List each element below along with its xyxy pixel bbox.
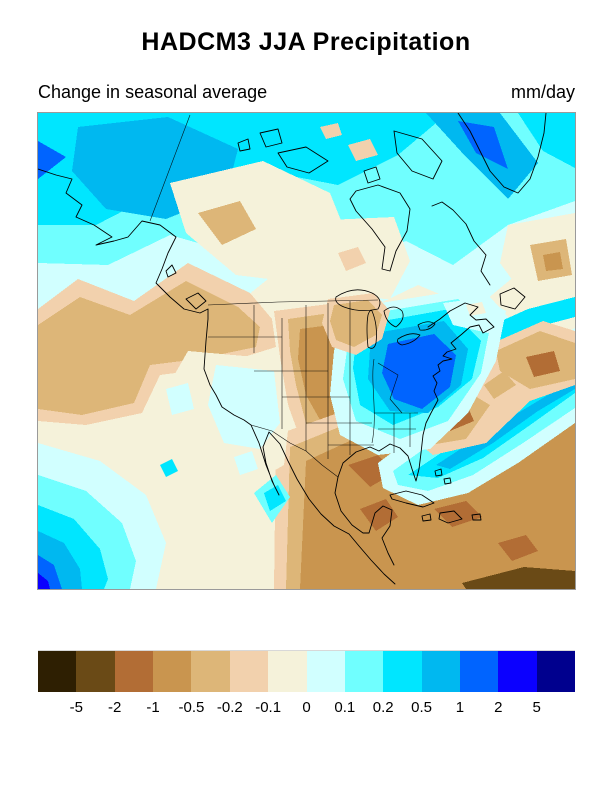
colorbar-cell — [306, 651, 345, 692]
subtitle-row: Change in seasonal average mm/day — [38, 82, 575, 104]
colorbar-ticks: -5 -2 -1 -0.5 -0.2 -0.1 0 0.1 0.2 0.5 1 2 5 — [38, 699, 575, 719]
colorbar-cell — [344, 651, 384, 692]
colorbar-cell — [421, 651, 460, 692]
colorbar-cell — [229, 651, 269, 692]
colorbar-tick-label: -1 — [146, 699, 160, 716]
colorbar-tick-label: 0.5 — [411, 699, 432, 716]
colorbar-cell — [498, 651, 537, 692]
colorbar-tick-label: 0 — [302, 699, 311, 716]
colorbar-tick-label: 0.1 — [334, 699, 356, 716]
great-lakes-layer — [335, 289, 436, 349]
colorbar-tick-label: -0.5 — [178, 699, 205, 716]
colorbar-tick-label: -5 — [69, 699, 84, 716]
colorbar-cell — [536, 651, 576, 692]
colorbar-tick-label: -2 — [108, 699, 122, 716]
colorbar-cell — [268, 651, 307, 692]
figure-title: HADCM3 JJA Precipitation — [141, 28, 471, 56]
units-label: mm/day — [510, 82, 575, 102]
colorbar-tick-label: 5 — [532, 699, 541, 716]
colorbar-cell — [191, 651, 230, 692]
colorbar-tick-label: -0.2 — [216, 699, 243, 716]
colorbar-cell — [114, 651, 154, 692]
colorbar-tick-label: 1 — [455, 699, 465, 716]
colorbar-tick-label: 2 — [494, 699, 503, 716]
colorbar-tick-label: 0.2 — [372, 699, 394, 716]
fill-contours-layer — [38, 113, 575, 589]
borders-layer — [149, 114, 418, 478]
colorbar-cell — [459, 651, 499, 692]
subtitle-left: Change in seasonal average — [38, 82, 268, 102]
colorbar-cell — [153, 651, 192, 692]
coastline-layer — [38, 113, 547, 585]
colorbar-cell — [38, 651, 77, 692]
colorbar-cell — [383, 651, 422, 692]
colorbar-cell — [76, 651, 115, 692]
colorbar — [38, 650, 576, 692]
colorbar-tick-label: -0.1 — [255, 699, 282, 716]
precipitation-change-map — [37, 112, 576, 590]
